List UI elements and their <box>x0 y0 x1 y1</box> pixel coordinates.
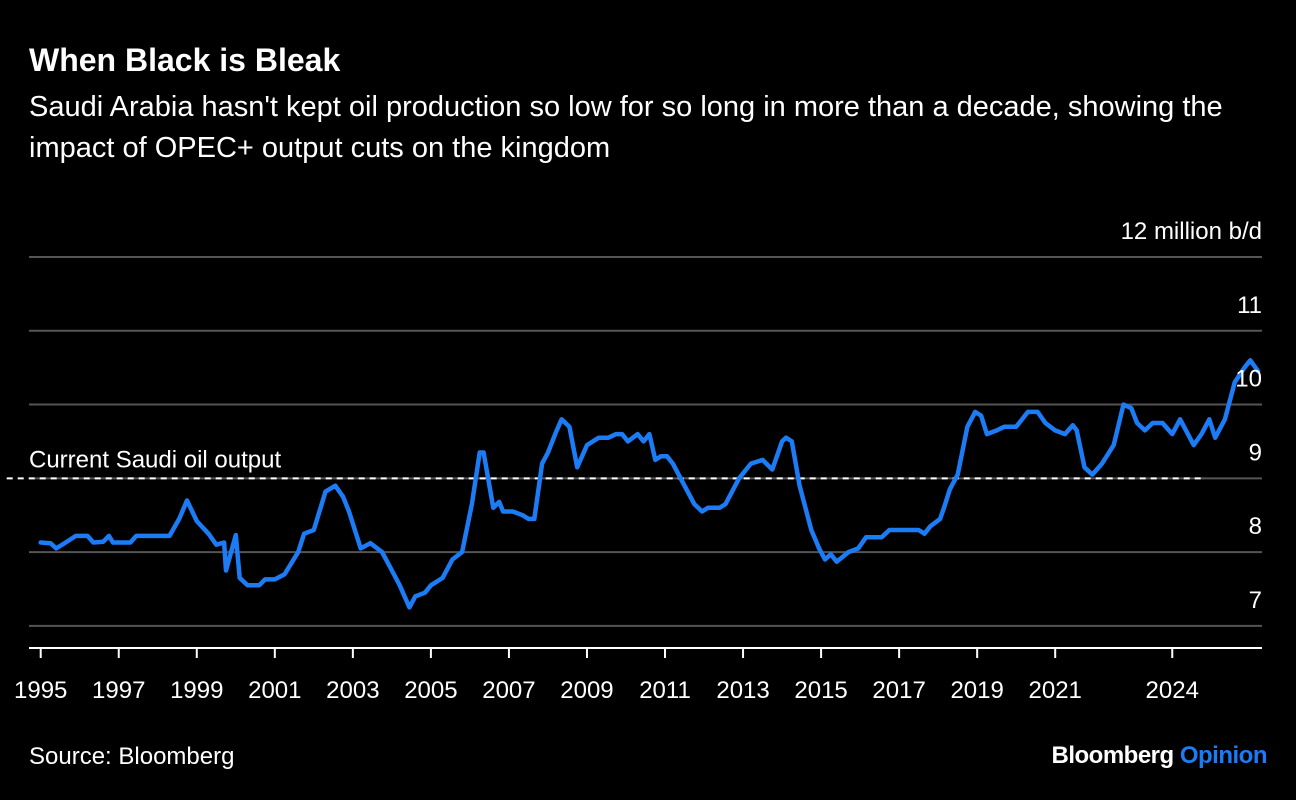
chart-subtitle: Saudi Arabia hasn't kept oil production … <box>29 91 1223 164</box>
brand-accent: Opinion <box>1179 742 1268 769</box>
x-tick-label: 2019 <box>950 677 1003 704</box>
y-tick-label: 9 <box>1249 439 1262 466</box>
source-note: Source: Bloomberg <box>29 743 235 770</box>
x-tick-label: 2001 <box>248 677 301 704</box>
x-tick-label: 2011 <box>639 677 691 704</box>
x-tick-label: 2007 <box>482 677 535 704</box>
y-tick-label: 7 <box>1249 587 1262 614</box>
y-tick-label: 12 million b/d <box>1121 218 1262 245</box>
reference-line-label: Current Saudi oil output <box>29 446 281 473</box>
y-tick-label: 11 <box>1237 292 1262 319</box>
chart-title: When Black is Bleak <box>29 42 341 78</box>
x-tick-label: 2017 <box>872 677 925 704</box>
brand-name: Bloomberg <box>1051 742 1175 769</box>
x-tick-label: 2005 <box>404 677 457 704</box>
x-tick-label: 2015 <box>794 677 847 704</box>
x-tick-label: 2024 <box>1146 677 1199 704</box>
x-tick-label: 1999 <box>170 677 223 704</box>
x-tick-label: 1997 <box>92 677 145 704</box>
x-tick-label: 2003 <box>326 677 379 704</box>
x-tick-label: 2013 <box>716 677 769 704</box>
series-line <box>38 358 1261 610</box>
y-tick-label: 8 <box>1249 513 1262 540</box>
x-tick-label: 2021 <box>1029 677 1082 704</box>
y-tick-label: 10 <box>1235 366 1262 393</box>
brand-logo: Bloomberg Opinion <box>1052 742 1268 770</box>
x-tick-label: 2009 <box>560 677 613 704</box>
x-tick-label: 1995 <box>14 677 67 704</box>
